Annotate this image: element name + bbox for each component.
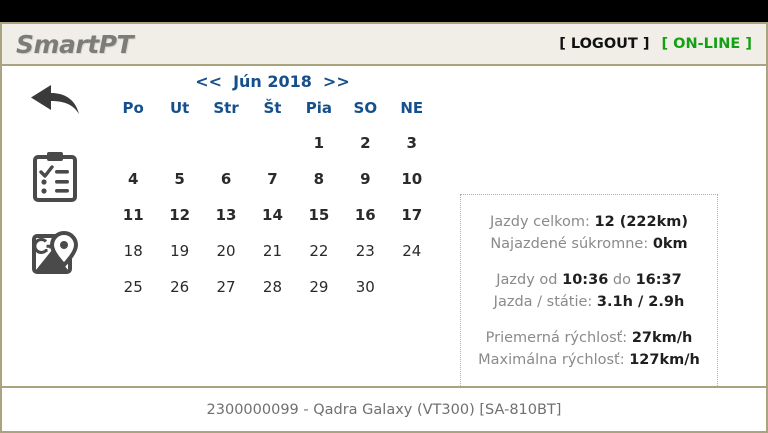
stat-value: 0km bbox=[652, 236, 688, 252]
weekday-header: NE bbox=[400, 99, 424, 117]
weekday-header: Pia bbox=[305, 99, 333, 117]
calendar-day-cell[interactable]: 18 bbox=[123, 242, 143, 260]
calendar-day-cell[interactable]: 16 bbox=[354, 206, 376, 224]
calendar-week-row: 18 19 20 21 22 23 24 bbox=[110, 233, 435, 269]
stat-label: Jazdy od bbox=[496, 272, 563, 288]
calendar-day-cell[interactable]: 24 bbox=[402, 242, 422, 260]
calendar-day-cell[interactable]: 14 bbox=[262, 206, 283, 224]
calendar-week-row: 11 12 13 14 15 16 17 bbox=[110, 197, 435, 233]
prev-month-button[interactable]: << bbox=[195, 72, 223, 91]
weekday-header: Ut bbox=[169, 99, 190, 117]
weekday-header: Str bbox=[213, 99, 239, 117]
calendar-day-cell[interactable]: 25 bbox=[123, 278, 143, 296]
calendar-day-cell[interactable]: 19 bbox=[170, 242, 190, 260]
stat-group-spacer bbox=[471, 313, 707, 327]
calendar-day-cell[interactable]: 11 bbox=[122, 206, 144, 224]
calendar-day-cell[interactable]: 21 bbox=[262, 242, 283, 260]
stat-value-secondary: 16:37 bbox=[635, 272, 682, 288]
online-status-badge: [ ON-LINE ] bbox=[661, 36, 752, 52]
calendar-day-cell[interactable]: 12 bbox=[169, 206, 191, 224]
calendar-day-cell[interactable]: 15 bbox=[308, 206, 330, 224]
calendar-day-cell[interactable]: 26 bbox=[170, 278, 190, 296]
calendar-day-cell[interactable]: 29 bbox=[309, 278, 329, 296]
calendar-day-cell[interactable]: 10 bbox=[401, 170, 423, 188]
calendar-day-empty bbox=[156, 125, 202, 161]
stat-value: 27km/h bbox=[631, 330, 693, 346]
calendar-day-cell[interactable]: 1 bbox=[313, 134, 325, 152]
calendar-week-row: 1 2 3 bbox=[110, 125, 435, 161]
calendar-day-cell[interactable]: 8 bbox=[313, 170, 325, 188]
calendar-weekday-row: Po Ut Str Št Pia SO NE bbox=[110, 97, 435, 125]
calendar-table: Po Ut Str Št Pia SO NE 1 2 3 4 5 6 7 8 9 10 11 12 13… bbox=[110, 97, 435, 305]
calendar-day-cell[interactable]: 2 bbox=[360, 134, 371, 152]
stat-value: 12 (222km) bbox=[594, 214, 688, 230]
next-month-button[interactable]: >> bbox=[322, 72, 350, 91]
calendar-week-row: 25 26 27 28 29 30 bbox=[110, 269, 435, 305]
calendar-day-cell[interactable]: 30 bbox=[355, 278, 375, 296]
calendar-body: 1 2 3 4 5 6 7 8 9 10 11 12 13 14 15 16 17 18 19 20 21 22 23 24 2… bbox=[110, 125, 435, 305]
calendar-day-cell[interactable]: 7 bbox=[267, 170, 278, 188]
back-arrow-icon[interactable] bbox=[26, 74, 84, 126]
calendar-day-empty bbox=[110, 125, 156, 161]
calendar-day-cell[interactable]: 9 bbox=[360, 170, 371, 188]
calendar-day-cell[interactable]: 4 bbox=[127, 170, 139, 188]
calendar-day-cell[interactable]: 3 bbox=[406, 134, 417, 152]
weekday-header: SO bbox=[353, 99, 378, 117]
weekday-header: Št bbox=[263, 99, 282, 117]
calendar-day-cell[interactable]: 13 bbox=[215, 206, 237, 224]
calendar-day-empty bbox=[389, 269, 435, 305]
stat-label: Maximálna rýchlosť: bbox=[478, 352, 630, 368]
calendar-day-cell[interactable]: 22 bbox=[309, 242, 329, 260]
calendar-day-empty bbox=[249, 125, 295, 161]
calendar-nav: << Jún 2018 >> bbox=[110, 66, 435, 91]
stat-row: Najazdené súkromne: 0km bbox=[471, 233, 707, 255]
device-label: 2300000099 - Qadra Galaxy (VT300) [SA-81… bbox=[206, 401, 562, 418]
calendar-week-row: 4 5 6 7 8 9 10 bbox=[110, 161, 435, 197]
stat-row: Jazda / státie: 3.1h / 2.9h bbox=[471, 291, 707, 313]
stat-label: Jazdy celkom: bbox=[490, 214, 595, 230]
app-window: SmartPT [ LOGOUT ] [ ON-LINE ] bbox=[0, 22, 768, 433]
logout-button[interactable]: [ LOGOUT ] bbox=[559, 36, 650, 52]
app-header: SmartPT [ LOGOUT ] [ ON-LINE ] bbox=[0, 22, 768, 66]
report-clipboard-icon[interactable] bbox=[26, 148, 84, 206]
calendar-day-cell[interactable]: 20 bbox=[216, 242, 236, 260]
calendar-month-label: Jún 2018 bbox=[233, 72, 312, 91]
stat-value: 127km/h bbox=[629, 352, 700, 368]
app-footer: 2300000099 - Qadra Galaxy (VT300) [SA-81… bbox=[0, 386, 768, 433]
calendar-day-cell[interactable]: 23 bbox=[355, 242, 375, 260]
calendar-day-cell[interactable]: 28 bbox=[262, 278, 283, 296]
stat-value: 3.1h / 2.9h bbox=[596, 294, 685, 310]
calendar-day-cell[interactable]: 6 bbox=[220, 170, 232, 188]
brand-logo: SmartPT bbox=[16, 29, 134, 59]
stat-label: Jazda / státie: bbox=[493, 294, 597, 310]
stat-label: Najazdené súkromne: bbox=[490, 236, 653, 252]
calendar-day-cell[interactable]: 17 bbox=[401, 206, 423, 224]
stat-row: Priemerná rýchlosť: 27km/h bbox=[471, 327, 707, 349]
stat-group-spacer bbox=[471, 371, 707, 385]
stat-value: 10:36 bbox=[562, 272, 609, 288]
google-map-icon[interactable] bbox=[26, 224, 84, 282]
icon-rail bbox=[2, 66, 112, 386]
calendar-day-cell[interactable]: 27 bbox=[216, 278, 236, 296]
weekday-header: Po bbox=[122, 99, 144, 117]
calendar-day-empty bbox=[203, 125, 249, 161]
calendar-day-cell[interactable]: 5 bbox=[174, 170, 185, 188]
stat-row: Jazdy od 10:36 do 16:37 bbox=[471, 269, 707, 291]
stat-label-secondary: do bbox=[608, 272, 636, 288]
stat-label: Priemerná rýchlosť: bbox=[485, 330, 632, 346]
header-actions: [ LOGOUT ] [ ON-LINE ] bbox=[559, 36, 752, 52]
stat-group-spacer bbox=[471, 255, 707, 269]
stat-row: Maximálna rýchlosť: 127km/h bbox=[471, 349, 707, 371]
stat-row: Jazdy celkom: 12 (222km) bbox=[471, 211, 707, 233]
